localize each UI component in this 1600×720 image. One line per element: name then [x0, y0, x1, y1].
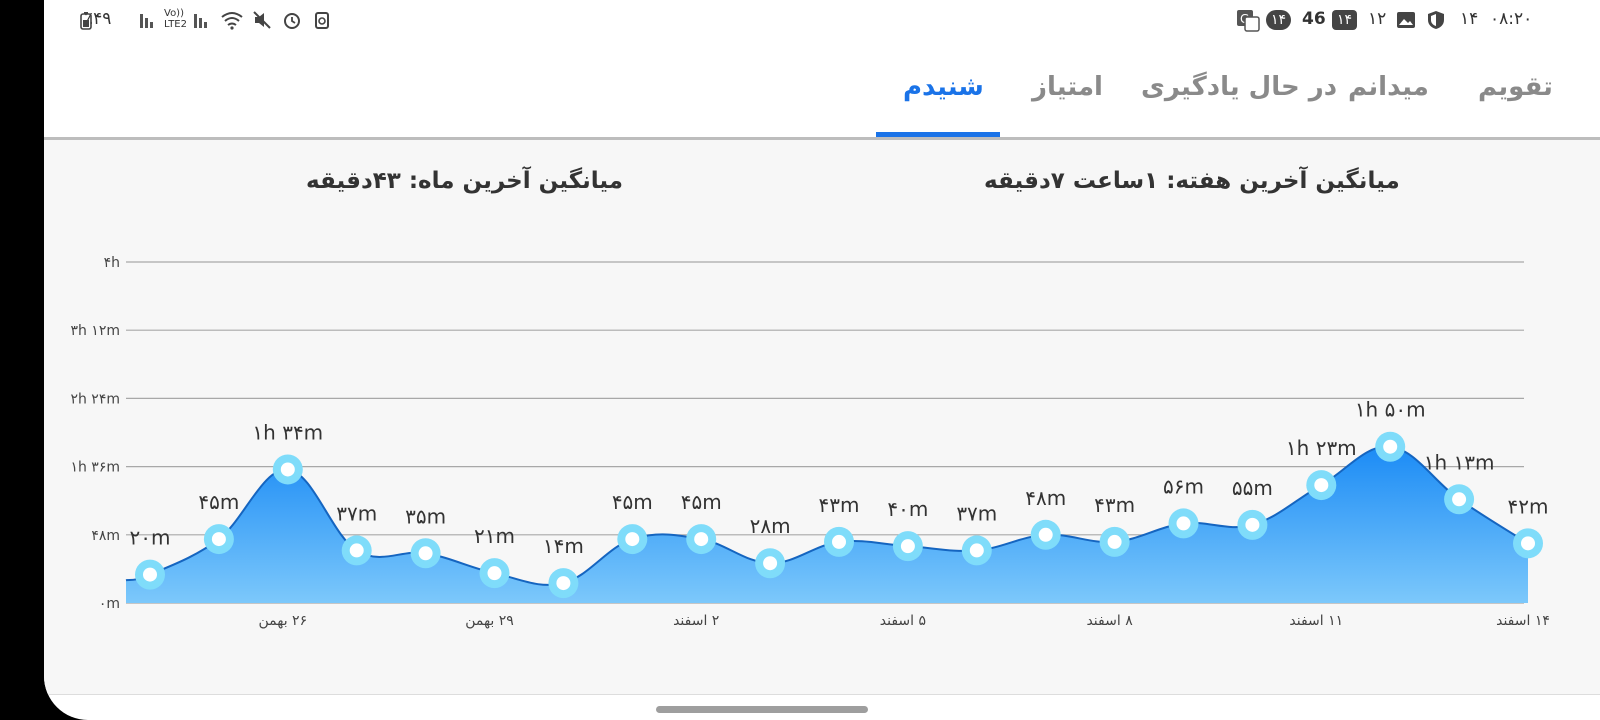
notification-badge-2: ۱۴ — [1332, 10, 1358, 30]
data-label: ۴۳m — [819, 493, 860, 517]
data-label: ۳۷m — [956, 501, 997, 525]
x-tick-label: ۲۹ بهمن — [465, 613, 514, 629]
data-label: ۴۳m — [1094, 493, 1135, 517]
area-fill — [126, 446, 1528, 603]
signal-icon-2 — [194, 10, 212, 30]
status-time: ۰۸:۲۰ — [1490, 9, 1533, 29]
status-date: ۱۴ — [1460, 9, 1479, 29]
tab-score[interactable]: امتیاز — [1032, 72, 1103, 102]
data-point-center — [556, 576, 571, 591]
y-tick-label: ۴h — [104, 255, 120, 271]
divider — [44, 694, 1600, 695]
data-label: ۵۶m — [1163, 474, 1204, 498]
y-tick-label: ۳h ۱۲m — [70, 323, 120, 339]
data-label: ۱h ۳۴m — [252, 420, 323, 444]
data-point-center — [1245, 517, 1260, 532]
data-label: ۴۵m — [612, 490, 653, 514]
data-point-center — [625, 532, 640, 547]
data-label: ۱h ۵۰m — [1355, 398, 1426, 422]
tab-bar: تقویم میدانم در حال یادگیری امتیاز شنیدم — [44, 44, 1600, 140]
series-line — [125, 445, 1529, 586]
image-icon — [1396, 10, 1416, 30]
data-point-center — [487, 566, 502, 581]
data-label: ۴۰m — [887, 497, 928, 521]
wifi-icon — [220, 10, 244, 30]
alarm-icon — [282, 10, 302, 30]
x-tick-label: ۵ اسفند — [880, 613, 926, 629]
x-tick-label: ۱۱ اسفند — [1289, 613, 1343, 629]
x-tick-label: ۲۶ بهمن — [258, 613, 307, 629]
data-point-center — [211, 532, 226, 547]
data-label: ۱h ۱۳m — [1424, 450, 1495, 474]
tab-learning[interactable]: در حال یادگیری — [1141, 72, 1338, 102]
x-tick-label: ۲ اسفند — [673, 613, 719, 629]
mute-icon — [252, 10, 272, 30]
data-label: ۴۵m — [198, 490, 239, 514]
data-label: ۴۵m — [681, 490, 722, 514]
data-point-center — [1452, 492, 1467, 507]
data-label: ۲۸m — [750, 514, 791, 538]
data-point-center — [418, 546, 433, 561]
status-bar: ٪۴۹ Vo)) LTE2 G ۱۴ 46 ۱۴ ۱۲ — [44, 0, 1600, 44]
chart-panel: میانگین آخرین هفته: ۱ساعت ۷دقیقه میانگین… — [44, 140, 1600, 695]
y-tick-label: ۴۸m — [91, 528, 120, 544]
signal-text: 46 — [1302, 9, 1326, 29]
data-label: ۴۸m — [1025, 486, 1066, 510]
data-point-center — [143, 567, 157, 582]
data-label: ۴۲m — [1508, 494, 1549, 518]
data-label: ۳۷m — [336, 501, 377, 525]
data-label: ۱h ۲۳m — [1286, 436, 1357, 460]
data-label: ۳۵m — [405, 504, 446, 528]
network-label: Vo)) LTE2 — [164, 8, 187, 30]
data-point-center — [969, 543, 984, 558]
x-tick-label: ۸ اسفند — [1086, 613, 1133, 629]
x-tick-label: ۱۴ اسفند — [1496, 613, 1550, 629]
data-point-center — [280, 462, 295, 477]
data-point-center — [900, 539, 915, 554]
tab-calendar[interactable]: تقویم — [1478, 72, 1553, 102]
data-point-center — [1314, 478, 1329, 493]
tab-heard[interactable]: شنیدم — [903, 72, 984, 102]
data-point-center — [1383, 439, 1398, 454]
shield-icon — [1426, 10, 1446, 30]
tab-divider — [44, 137, 1600, 140]
active-tab-indicator — [876, 132, 1000, 137]
data-point-center — [349, 543, 364, 558]
data-point-center — [1107, 534, 1122, 549]
calendar-day: ۱۲ — [1368, 9, 1387, 29]
data-label: ۵۵m — [1232, 476, 1273, 500]
data-label: ۱۴m — [543, 534, 584, 558]
data-point-center — [832, 534, 846, 549]
notification-badge: ۱۴ — [1266, 10, 1292, 30]
data-label: ۲۰m — [130, 526, 171, 550]
tab-known[interactable]: میدانم — [1348, 72, 1429, 102]
data-point-center — [1176, 516, 1191, 531]
data-point-center — [1038, 527, 1053, 542]
y-tick-label: ۰m — [99, 596, 120, 612]
data-point-center — [694, 532, 709, 547]
listening-chart: ۰m ۴۸m ۱h ۳۶m ۲h ۲۴m ۳h ۱۲m ۴h ۲۰m ۴۵m ۱h ۳۴m ۳۷m… — [70, 255, 1550, 629]
data-point-center — [763, 556, 778, 571]
data-label: ۲۱m — [474, 524, 515, 548]
recycle-icon — [312, 10, 332, 30]
y-tick-label: ۲h ۲۴m — [70, 391, 120, 407]
battery-icon — [80, 12, 92, 30]
y-tick-label: ۱h ۳۶m — [70, 460, 120, 476]
screen: ٪۴۹ Vo)) LTE2 G ۱۴ 46 ۱۴ ۱۲ — [44, 0, 1600, 720]
data-point-center — [1521, 536, 1535, 551]
translate-icon: G — [1236, 9, 1260, 33]
month-average: میانگین آخرین ماه: ۴۳دقیقه — [306, 168, 623, 194]
signal-icon — [140, 10, 158, 30]
home-indicator[interactable] — [656, 706, 868, 713]
week-average: میانگین آخرین هفته: ۱ساعت ۷دقیقه — [984, 168, 1400, 194]
